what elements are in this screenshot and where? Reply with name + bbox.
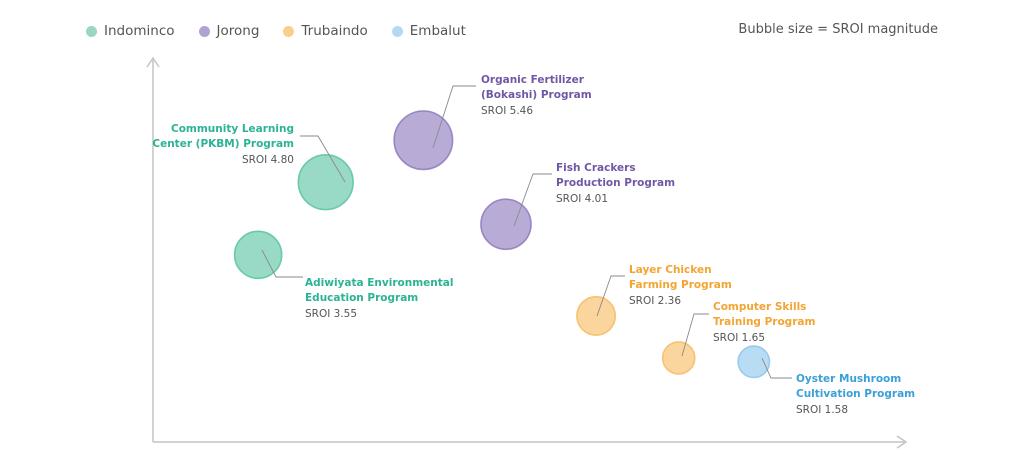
bubble-fish-crackers-production-program <box>480 198 532 251</box>
legend-swatch-trubaindo <box>283 25 295 37</box>
bubble-label-layer-chicken-farming-program: Layer Chicken Farming Program <box>629 264 732 291</box>
leader-line-adiwiyata-environmental-education-program <box>261 249 303 278</box>
labels-layer: Community Learning Center (PKBM) Program S… <box>152 74 915 416</box>
sroi-value-computer-skills-training-program: SROI 1.65 <box>713 332 765 344</box>
bubble-community-learning-center-pkbm-program <box>297 154 354 211</box>
leader-line-layer-chicken-farming-program <box>596 275 625 317</box>
leader-line-oyster-mushroom-cultivation-program <box>761 357 792 379</box>
sroi-value-layer-chicken-farming-program: SROI 2.36 <box>629 295 681 307</box>
legend-label-jorong: Jorong <box>216 23 260 39</box>
bubble-label-fish-crackers-production-program: Fish Crackers Production Program <box>556 162 675 189</box>
sroi-value-oyster-mushroom-cultivation-program: SROI 1.58 <box>796 404 848 416</box>
sroi-value-adiwiyata-environmental-education-program: SROI 3.55 <box>305 308 357 320</box>
sroi-value-community-learning-center-pkbm-program: SROI 4.80 <box>242 154 294 166</box>
legend-swatch-indominco <box>86 25 97 37</box>
legend-swatch-embalut <box>391 25 403 37</box>
legend-item-embalut: Embalut <box>391 23 466 39</box>
bubble-label-computer-skills-training-program: Computer Skills Training Program <box>713 301 815 328</box>
bubble-layer-chicken-farming-program <box>576 295 617 336</box>
bubble-size-note: Bubble size = SROI magnitude <box>738 22 938 37</box>
bubble-oyster-mushroom-cultivation-program <box>737 345 771 379</box>
legend-swatch-jorong <box>198 25 210 37</box>
bubble-computer-skills-training-program <box>661 341 696 375</box>
bubble-label-organic-fertilizer-bokashi-program: Organic Fertilizer (Bokashi) Program <box>481 74 592 101</box>
legend-item-jorong: Jorong <box>198 23 260 39</box>
legend-label-embalut: Embalut <box>409 23 466 39</box>
y-axis-arrow <box>146 56 160 68</box>
leader-line-computer-skills-training-program <box>681 313 709 357</box>
chart-legend: Indominco Jorong Trubaindo Embalut <box>86 22 466 40</box>
leader-line-organic-fertilizer-bokashi-program <box>432 85 476 149</box>
bubbles-layer <box>233 110 771 379</box>
legend-label-indominco: Indominco <box>104 23 175 39</box>
legend-label-trubaindo: Trubaindo <box>301 23 368 39</box>
sroi-value-organic-fertilizer-bokashi-program: SROI 5.46 <box>481 105 533 117</box>
leader-line-fish-crackers-production-program <box>513 173 552 227</box>
legend-item-indominco: Indominco <box>86 23 175 39</box>
axes <box>146 56 908 449</box>
bubble-adiwiyata-environmental-education-program <box>233 230 283 280</box>
leader-line-community-learning-center-pkbm-program <box>300 135 346 183</box>
bubble-label-community-learning-center-pkbm-program: Community Learning Center (PKBM) Program <box>152 123 294 150</box>
sroi-value-fish-crackers-production-program: SROI 4.01 <box>556 193 608 205</box>
x-axis-arrow <box>896 435 908 449</box>
bubble-label-oyster-mushroom-cultivation-program: Oyster Mushroom Cultivation Program <box>796 373 915 400</box>
legend-item-trubaindo: Trubaindo <box>283 23 368 39</box>
bubble-organic-fertilizer-bokashi-program <box>393 110 454 171</box>
bubble-label-adiwiyata-environmental-education-program: Adiwiyata Environmental Education Program <box>305 277 453 304</box>
